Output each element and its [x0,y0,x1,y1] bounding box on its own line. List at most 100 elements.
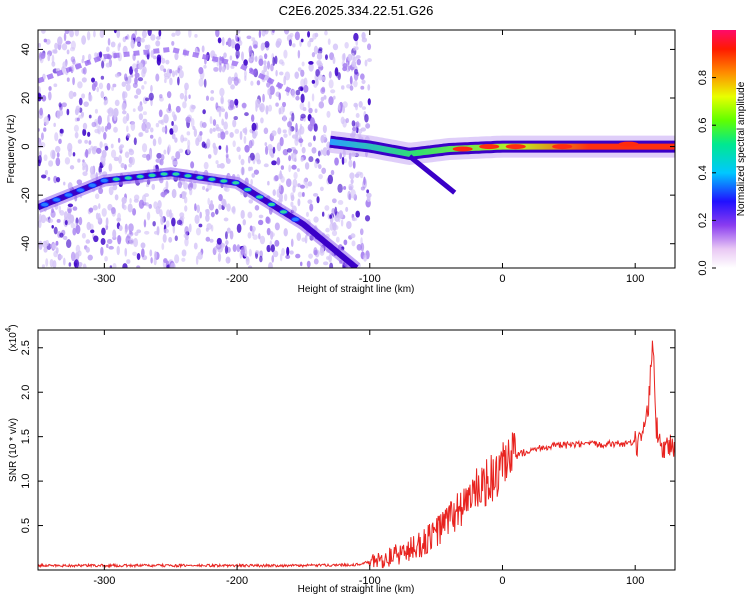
noise-blob [341,85,345,90]
noise-blob [145,121,151,130]
noise-blob [349,85,354,91]
noise-blob [133,137,137,146]
noise-blob [178,69,184,79]
snr-content [38,340,675,569]
noise-blob [185,116,191,123]
noise-blob [248,199,254,204]
noise-blob [99,51,103,58]
noise-blob [337,72,341,81]
noise-blob [39,107,43,116]
noise-blob [344,41,349,49]
noise-blob [133,237,139,248]
noise-blob [113,111,117,122]
noise-blob [334,206,338,216]
noise-blob [311,147,317,154]
noise-blob [75,224,81,235]
noise-blob [308,62,314,72]
noise-blob [205,95,210,101]
noise-blob [297,49,301,59]
main-arc-peaks [40,171,300,223]
noise-blob [106,82,111,91]
noise-blob [169,209,172,219]
noise-blob [175,151,181,160]
noise-blob [316,60,322,66]
noise-blob [223,52,227,58]
noise-blob [267,180,270,186]
noise-blob [283,133,288,138]
noise-blob [184,94,188,102]
noise-blob [218,55,223,66]
noise-blob [104,255,108,262]
noise-blob [348,65,351,71]
noise-blob [367,43,372,51]
arc-peak [123,175,133,181]
noise-blob [305,211,309,217]
noise-blob [206,138,211,148]
noise-blob [189,104,195,113]
noise-blob [271,160,277,166]
noise-blob [118,42,122,48]
noise-blob [152,138,157,147]
noise-blob [129,198,132,204]
noise-blob [141,85,145,90]
noise-blob [169,128,174,135]
noise-blob [143,219,147,228]
noise-blob [248,157,252,162]
noise-blob [234,128,240,134]
noise-blob [313,258,319,265]
noise-blob [248,139,253,149]
noise-blob [251,37,256,42]
noise-blob [126,125,129,133]
noise-blob [55,157,61,167]
noise-blob [122,204,127,211]
noise-blob [343,158,348,163]
noise-blob [259,235,266,245]
noise-blob [88,94,93,102]
noise-blob [298,86,304,92]
noise-blob [317,150,321,157]
band-peak [618,141,639,147]
band-peak [505,144,526,150]
noise-blob [295,95,300,101]
snr-background [38,330,675,570]
noise-blob [220,108,226,113]
noise-blob [88,207,94,213]
noise-blob [132,208,137,216]
noise-blob [78,114,84,119]
noise-blob [165,59,170,65]
noise-blob [229,230,234,240]
noise-blob [289,250,294,255]
noise-blob [298,138,304,144]
noise-blob [155,122,160,128]
noise-blob [141,30,147,39]
noise-blob [114,194,119,201]
noise-blob [350,233,356,239]
noise-blob [355,210,360,218]
noise-blob [318,101,325,109]
noise-blob [210,50,216,59]
noise-blob [159,209,163,218]
noise-blob [38,219,42,229]
x-tick-label: -200 [226,575,248,587]
colorbar-tick-label: 0.0 [697,260,709,275]
noise-blob [308,253,313,259]
noise-blob [248,248,252,257]
noise-blob [124,247,128,257]
noise-blob [209,96,215,102]
noise-blob [85,149,89,158]
noise-blob [199,211,202,219]
noise-blob [44,169,49,176]
noise-blob [97,115,102,125]
noise-blob [328,253,332,263]
noise-blob [184,225,189,235]
noise-blob [43,38,48,43]
noise-blob [364,215,371,222]
noise-blob [41,30,46,34]
noise-blob [254,56,258,62]
noise-blob [141,122,147,132]
noise-blob [134,67,139,74]
noise-blob [141,153,148,159]
noise-blob [156,54,162,62]
noise-blob [159,64,165,72]
noise-blob [234,98,239,106]
